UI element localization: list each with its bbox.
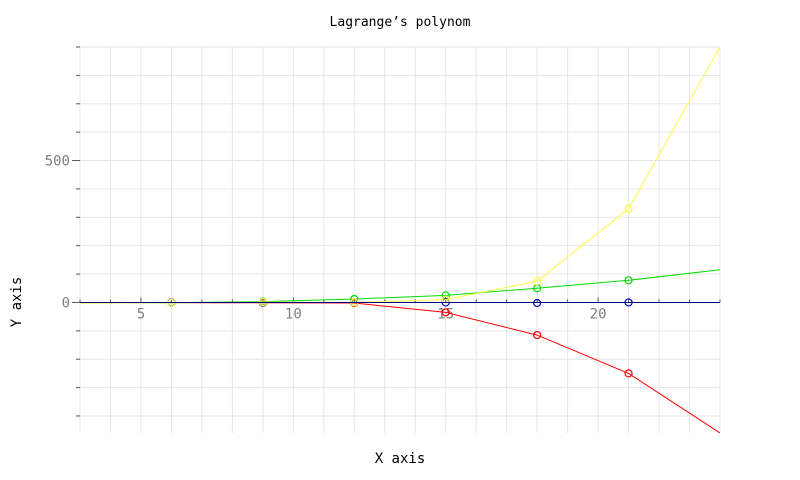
- series-line-4: [80, 47, 720, 304]
- data-point: [533, 277, 542, 286]
- data-point: [441, 295, 450, 304]
- y-tick-label: 0: [62, 295, 70, 311]
- data-point: [533, 330, 542, 340]
- data-point: [533, 298, 542, 308]
- data-point: [441, 308, 450, 317]
- x-axis-label: X axis: [375, 451, 426, 467]
- y-tick-label: 500: [45, 154, 70, 170]
- series-line-2: [80, 269, 720, 304]
- ticks: [72, 46, 721, 417]
- x-tick-label: 10: [285, 306, 302, 322]
- y-axis-label: Y axis: [9, 277, 25, 328]
- tick-labels: 5 10 15 20 0 500: [45, 154, 607, 323]
- series-group: [80, 47, 720, 433]
- chart-title: Lagrange’s polynom: [330, 15, 471, 30]
- data-point: [624, 369, 633, 378]
- x-tick-label: 15: [437, 306, 454, 322]
- data-point: [624, 276, 633, 285]
- series-line-1: [80, 302, 720, 433]
- x-tick-label: 20: [590, 306, 607, 322]
- data-point: [624, 204, 633, 213]
- x-tick-label: 5: [137, 306, 145, 322]
- grid: [79, 46, 721, 433]
